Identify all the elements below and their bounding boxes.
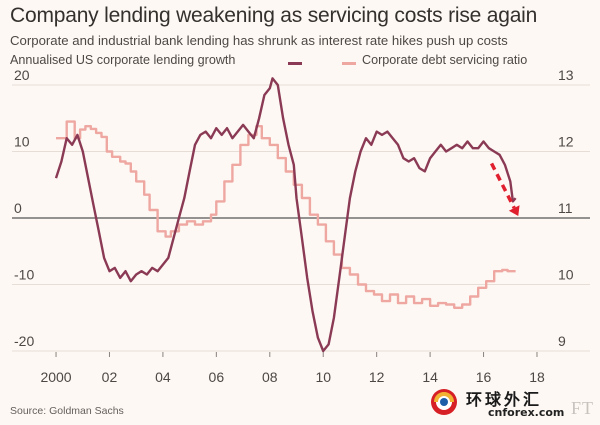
y-right-tick-label: 9 [558, 333, 566, 349]
x-tick-label: 14 [422, 369, 438, 385]
legend: Annualised US corporate lending growth C… [10, 53, 595, 71]
legend-swatch-debt-ratio [342, 62, 356, 65]
source-note: Source: Goldman Sachs [10, 405, 124, 417]
legend-swatch-lending [288, 62, 302, 65]
chart-subtitle: Corporate and industrial bank lending ha… [10, 33, 508, 48]
x-tick-label: 12 [369, 369, 385, 385]
y-left-tick-label: -20 [14, 333, 34, 349]
x-tick-label: 04 [155, 369, 171, 385]
y-right-tick-label: 11 [558, 200, 573, 216]
x-tick-label: 2000 [40, 369, 71, 385]
y-left-tick-label: 20 [14, 67, 30, 83]
y-left-tick-label: 10 [14, 134, 30, 150]
x-tick-label: 08 [262, 369, 278, 385]
watermark-en-text: cnforex.com [488, 406, 565, 419]
legend-label-debt-ratio: Corporate debt servicing ratio [362, 53, 528, 67]
series-line-lending [54, 77, 517, 353]
annotation-arrow-shaft [490, 162, 516, 209]
legend-label-lending: Annualised US corporate lending growth [10, 53, 236, 67]
y-left-tick-label: -10 [14, 267, 34, 283]
y-right-tick-label: 10 [558, 267, 574, 283]
x-tick-label: 06 [209, 369, 225, 385]
series-line-debt-ratio [56, 120, 516, 309]
y-left-tick-label: 0 [14, 200, 22, 216]
ft-logo: FT [570, 398, 594, 418]
annotation-arrow-head [508, 205, 520, 217]
cnforex-logo-icon [431, 389, 457, 415]
x-tick-label: 18 [529, 369, 545, 385]
x-tick-label: 10 [315, 369, 331, 385]
y-right-tick-label: 12 [558, 134, 574, 150]
watermark-cn-text: 环球外汇 [466, 390, 543, 409]
x-tick-label: 16 [476, 369, 492, 385]
x-tick-label: 02 [102, 369, 118, 385]
chart-title: Company lending weakening as servicing c… [10, 4, 538, 27]
cnforex-watermark: 环球外汇 cnforex.com [430, 384, 570, 422]
y-right-tick-label: 13 [558, 67, 574, 83]
